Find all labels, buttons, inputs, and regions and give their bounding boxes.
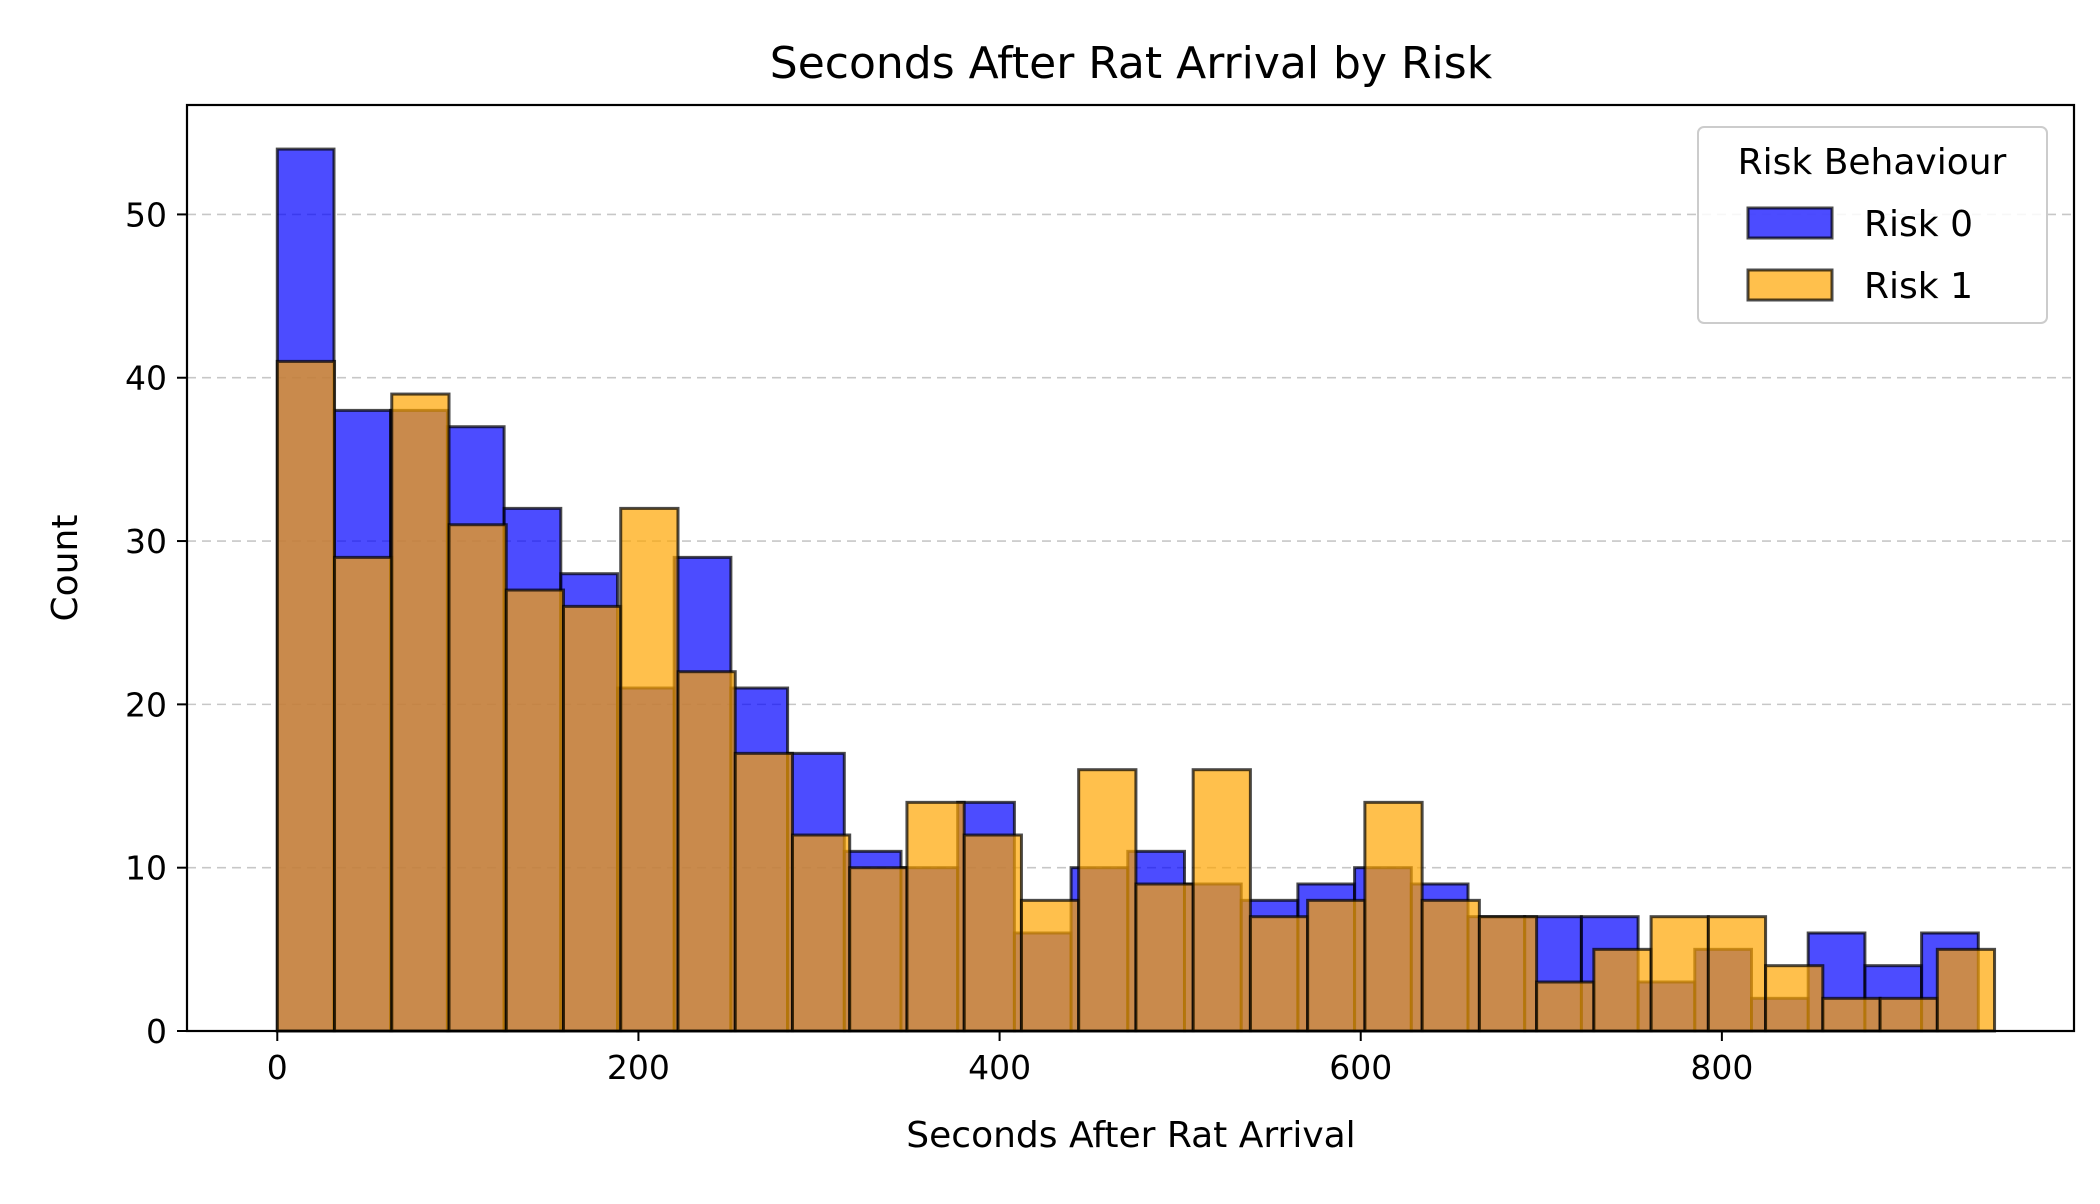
y-tick-label: 50 — [125, 195, 167, 234]
bar-risk-1 — [1821, 996, 1882, 1033]
y-axis-label: Count — [45, 515, 86, 622]
bar-risk-1 — [504, 588, 565, 1033]
bar-risk-1 — [1935, 947, 1997, 1033]
legend-swatch-risk-1 — [1746, 268, 1834, 302]
x-tick-label: 400 — [968, 1048, 1031, 1087]
bar-risk-1 — [1764, 964, 1825, 1033]
bar-risk-1 — [676, 670, 737, 1033]
legend-title: Risk Behaviour — [1738, 142, 2007, 183]
bar-risk-1 — [1706, 915, 1768, 1033]
bar-risk-1 — [561, 604, 623, 1033]
bar-risk-1 — [1420, 898, 1481, 1033]
x-tick-label: 0 — [267, 1048, 288, 1087]
x-tick-label: 200 — [607, 1048, 670, 1087]
risk-1-bars — [275, 359, 1997, 1033]
bar-risk-1 — [1878, 996, 1939, 1033]
legend-label-risk-0: Risk 0 — [1864, 204, 1973, 245]
y-tick-label: 40 — [125, 359, 167, 398]
bar-risk-1 — [733, 751, 794, 1033]
bar-risk-1 — [1649, 915, 1710, 1033]
bar-risk-1 — [333, 555, 394, 1033]
bar-risk-1 — [1535, 980, 1596, 1033]
bar-risk-1 — [905, 800, 966, 1033]
chart-title: Seconds After Rat Arrival by Risk — [770, 38, 1493, 89]
bar-risk-1 — [1248, 915, 1310, 1033]
bar-risk-1 — [1019, 898, 1081, 1033]
bar-risk-1 — [447, 523, 508, 1033]
x-axis-ticks: 0 200 400 600 800 — [267, 1031, 1753, 1087]
legend-label-risk-1: Risk 1 — [1864, 266, 1973, 307]
y-tick-label: 30 — [125, 522, 167, 561]
legend: Risk Behaviour Risk 0 Risk 1 — [1697, 126, 2048, 324]
x-tick-label: 800 — [1690, 1048, 1753, 1087]
bar-risk-1 — [1191, 768, 1252, 1033]
x-axis-label: Seconds After Rat Arrival — [906, 1115, 1355, 1156]
bar-risk-1 — [1477, 915, 1539, 1033]
bar-risk-1 — [1306, 898, 1367, 1033]
y-axis-ticks: 0 10 20 30 40 50 — [125, 195, 187, 1051]
plot-area-frame — [185, 103, 2076, 1033]
x-tick-label: 600 — [1329, 1048, 1392, 1087]
bar-risk-1 — [962, 833, 1023, 1033]
bar-risk-1 — [1592, 947, 1653, 1033]
bar-risk-1 — [390, 392, 451, 1033]
bar-risk-1 — [1363, 800, 1424, 1033]
y-tick-label: 20 — [125, 685, 167, 724]
y-tick-label: 10 — [125, 849, 167, 888]
bar-risk-1 — [1134, 882, 1195, 1033]
bar-risk-1 — [848, 866, 909, 1033]
bar-risk-1 — [1077, 768, 1138, 1033]
y-tick-label: 0 — [146, 1012, 167, 1051]
legend-swatch-risk-0 — [1746, 206, 1834, 240]
bar-risk-1 — [619, 506, 680, 1033]
bar-risk-1 — [275, 359, 337, 1033]
bar-risk-1 — [790, 833, 852, 1033]
